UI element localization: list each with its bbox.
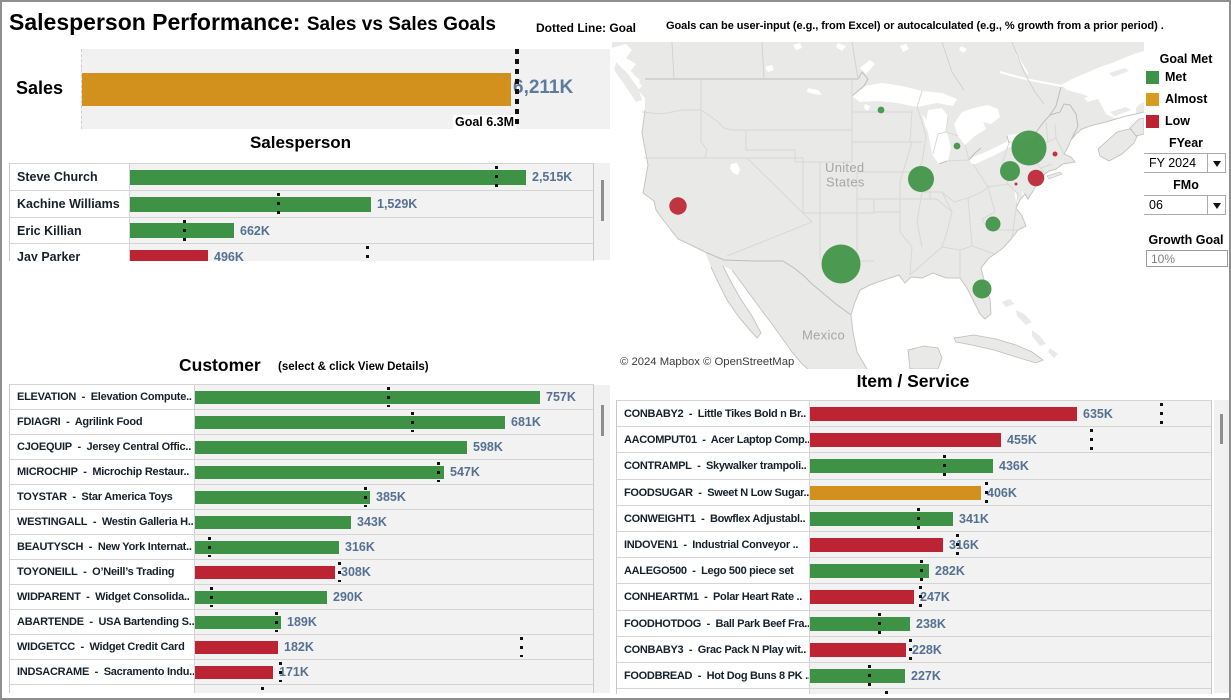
svg-text:States: States [826, 175, 865, 190]
svg-text:Mexico: Mexico [802, 328, 845, 343]
svg-text:United: United [825, 160, 864, 175]
svg-text:© 2024 Mapbox © OpenStreetMap: © 2024 Mapbox © OpenStreetMap [620, 356, 794, 368]
